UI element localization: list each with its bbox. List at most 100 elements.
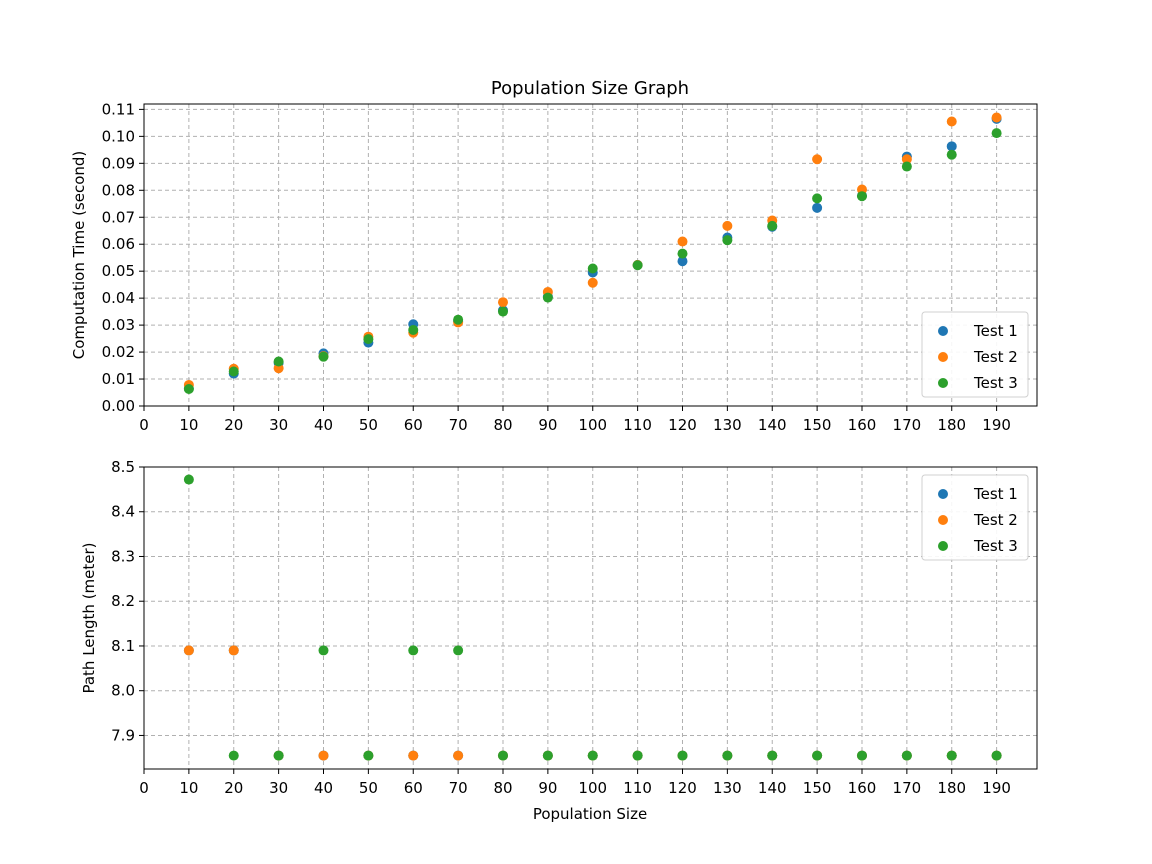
x-tick-label: 40 bbox=[314, 779, 333, 797]
x-tick-label: 190 bbox=[982, 779, 1011, 797]
y-tick-label: 0.05 bbox=[102, 262, 135, 280]
y-tick-label: 0.04 bbox=[102, 289, 135, 307]
legend-label: Test 2 bbox=[973, 348, 1018, 366]
x-tick-label: 180 bbox=[937, 779, 966, 797]
data-point bbox=[363, 334, 374, 345]
x-tick-label: 150 bbox=[803, 779, 832, 797]
data-point bbox=[901, 154, 912, 165]
y-tick-label: 8.1 bbox=[111, 637, 135, 655]
data-point bbox=[408, 750, 419, 761]
x-tick-label: 130 bbox=[713, 779, 742, 797]
x-tick-label: 30 bbox=[269, 779, 288, 797]
data-point bbox=[991, 750, 1002, 761]
data-point bbox=[408, 645, 419, 656]
data-point bbox=[677, 248, 688, 259]
series-test-3 bbox=[183, 128, 1002, 395]
data-point bbox=[273, 750, 284, 761]
data-point bbox=[453, 750, 464, 761]
data-point bbox=[587, 750, 598, 761]
legend-item: Test 3 bbox=[938, 537, 1018, 555]
legend-item: Test 1 bbox=[938, 485, 1018, 503]
data-point bbox=[946, 116, 957, 127]
legend-label: Test 2 bbox=[973, 511, 1018, 529]
legend-label: Test 1 bbox=[973, 322, 1018, 340]
data-point bbox=[453, 645, 464, 656]
data-point bbox=[991, 112, 1002, 123]
data-point bbox=[901, 161, 912, 172]
x-tick-label: 50 bbox=[359, 779, 378, 797]
data-point bbox=[228, 645, 239, 656]
plot-area bbox=[143, 466, 1038, 770]
x-tick-label: 20 bbox=[224, 779, 243, 797]
legend-marker bbox=[938, 378, 948, 388]
data-point bbox=[542, 750, 553, 761]
data-point bbox=[991, 128, 1002, 139]
legend: Test 1 Test 2 Test 3 bbox=[921, 474, 1029, 561]
data-point bbox=[542, 292, 553, 303]
data-point bbox=[497, 297, 508, 308]
data-point bbox=[856, 750, 867, 761]
y-tick-label: 0.08 bbox=[102, 181, 135, 199]
axes-frame bbox=[143, 103, 1038, 407]
legend-marker bbox=[938, 541, 948, 551]
y-tick-label: 0.10 bbox=[102, 127, 135, 145]
data-point bbox=[632, 750, 643, 761]
x-tick-label: 60 bbox=[404, 779, 423, 797]
x-tick-label: 170 bbox=[893, 779, 922, 797]
x-tick-label: 40 bbox=[314, 416, 333, 434]
y-tick-label: 0.07 bbox=[102, 208, 135, 226]
legend-marker bbox=[938, 489, 948, 499]
data-point bbox=[812, 193, 823, 204]
x-tick-label: 150 bbox=[803, 416, 832, 434]
x-tick-label: 30 bbox=[269, 416, 288, 434]
data-point bbox=[946, 750, 957, 761]
y-tick-label: 8.3 bbox=[111, 547, 135, 565]
data-point bbox=[183, 645, 194, 656]
data-point bbox=[318, 351, 329, 362]
data-point bbox=[946, 141, 957, 152]
data-point bbox=[722, 235, 733, 246]
data-point bbox=[812, 154, 823, 165]
axes-frame bbox=[143, 466, 1038, 770]
plot-area bbox=[143, 103, 1038, 407]
legend-item: Test 2 bbox=[938, 511, 1018, 529]
legend-label: Test 1 bbox=[973, 485, 1018, 503]
legend-label: Test 3 bbox=[973, 374, 1018, 392]
y-tick-label: 8.5 bbox=[111, 458, 135, 476]
x-tick-label: 70 bbox=[449, 416, 468, 434]
data-point bbox=[497, 750, 508, 761]
y-tick-label: 8.0 bbox=[111, 682, 135, 700]
x-tick-label: 60 bbox=[404, 416, 423, 434]
x-tick-label: 80 bbox=[493, 779, 512, 797]
y-axis-label: Path Length (meter) bbox=[80, 542, 98, 693]
data-point bbox=[677, 750, 688, 761]
data-point bbox=[812, 202, 823, 213]
series-test-3 bbox=[183, 474, 1002, 761]
data-point bbox=[273, 356, 284, 367]
x-tick-label: 160 bbox=[848, 416, 877, 434]
x-tick-label: 170 bbox=[893, 416, 922, 434]
x-tick-label: 110 bbox=[623, 416, 652, 434]
data-point bbox=[767, 750, 778, 761]
x-tick-label: 100 bbox=[578, 779, 607, 797]
chart-title: Population Size Graph bbox=[491, 78, 689, 99]
data-point bbox=[587, 263, 598, 274]
data-point bbox=[722, 220, 733, 231]
legend: Test 1 Test 2 Test 3 bbox=[921, 311, 1029, 398]
y-tick-label: 0.00 bbox=[102, 397, 135, 415]
legend-box bbox=[921, 311, 1029, 398]
data-point bbox=[453, 314, 464, 325]
data-point bbox=[632, 260, 643, 271]
y-axis-label: Computation Time (second) bbox=[70, 151, 88, 360]
data-point bbox=[318, 645, 329, 656]
x-tick-label: 100 bbox=[578, 416, 607, 434]
x-axis-label: Population Size bbox=[533, 805, 647, 823]
legend-box bbox=[921, 474, 1029, 561]
legend-item: Test 1 bbox=[938, 322, 1018, 340]
data-point bbox=[856, 191, 867, 202]
data-point bbox=[497, 306, 508, 317]
bottom-chart: Path Length (meter) Population Size 0 10 2… bbox=[80, 458, 1038, 823]
legend-marker bbox=[938, 326, 948, 336]
data-point bbox=[677, 236, 688, 247]
